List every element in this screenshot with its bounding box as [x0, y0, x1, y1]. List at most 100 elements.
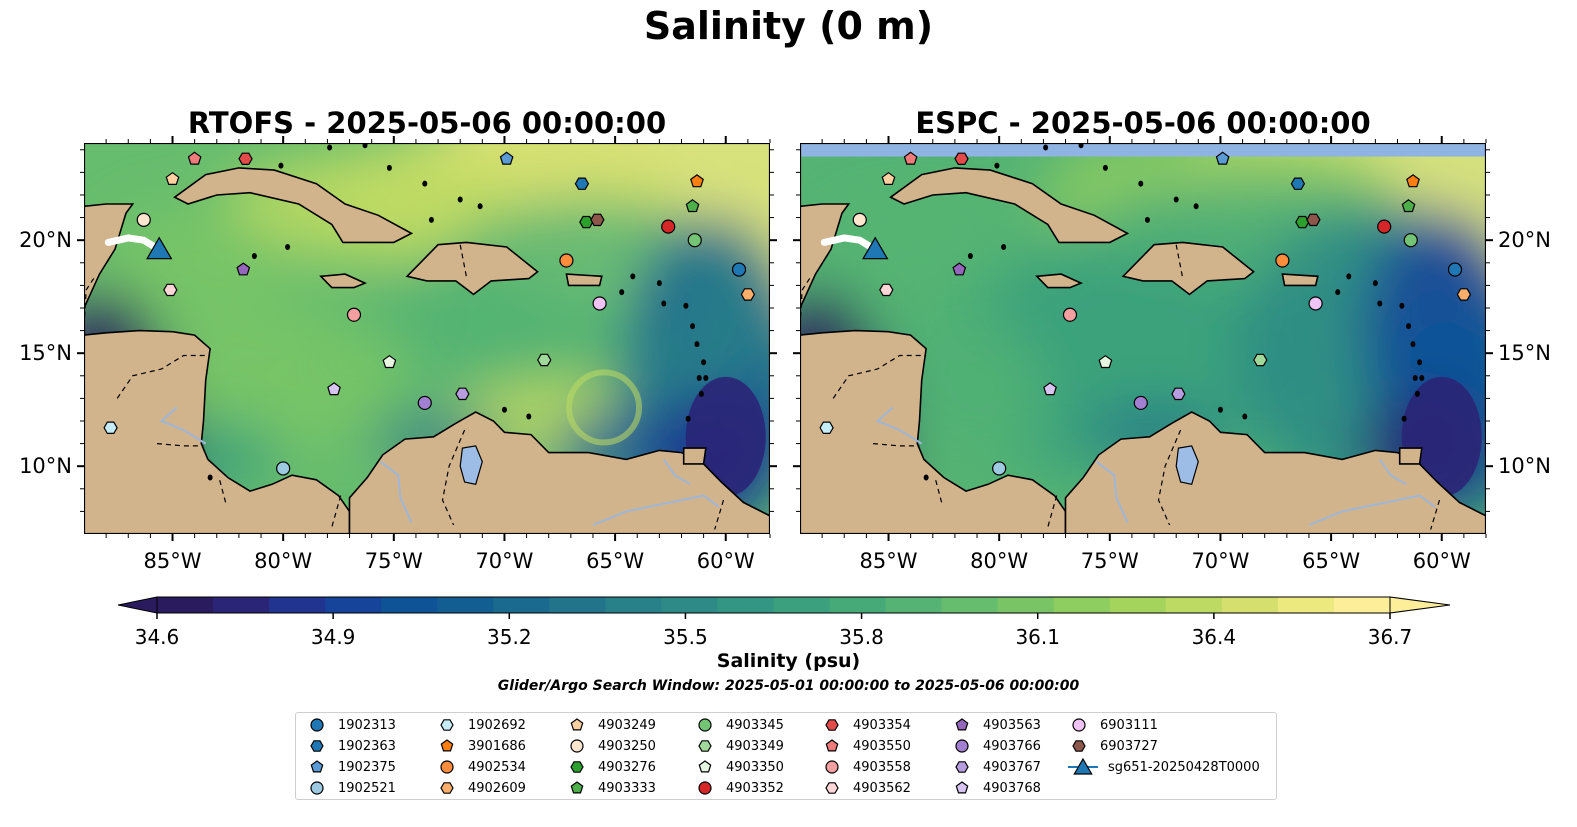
small-island [619, 289, 625, 296]
legend-circle-icon [570, 739, 584, 753]
colorbar-segment [661, 597, 719, 613]
country-border [459, 244, 468, 279]
legend-circle-icon [440, 760, 454, 774]
legend-marker-icon [1068, 757, 1098, 775]
colorbar-segment [437, 597, 494, 613]
float-marker-4903562 [163, 283, 178, 297]
small-island [1399, 302, 1405, 309]
colorbar-segment [885, 597, 943, 613]
small-island [457, 196, 463, 203]
float-marker-4903345 [1403, 233, 1418, 248]
legend-label: 4903250 [598, 738, 656, 754]
small-island [923, 474, 929, 481]
legend-label: 6903111 [1100, 717, 1158, 733]
glider-track [820, 234, 875, 251]
small-island [1412, 375, 1418, 382]
country-border [156, 443, 204, 447]
colorbar-segment [381, 597, 438, 613]
small-island [967, 253, 973, 260]
float-marker-4903250 [136, 212, 151, 227]
glider-track [104, 234, 159, 251]
legend-item: 4903767 [951, 757, 1041, 777]
float-marker-4903558 [346, 307, 362, 322]
x-tick-label: 75°W [365, 549, 423, 573]
legend-label: 3901686 [468, 738, 526, 754]
float-legend: 1902313 1902363 1902375 1902521 1902692 39016… [295, 712, 1277, 800]
float-marker-4902534 [559, 253, 574, 268]
country-border [872, 443, 920, 447]
legend-marker-icon [825, 719, 839, 731]
colorbar-segment [549, 597, 606, 613]
land-centralAmerica [84, 203, 135, 309]
legend-item: 1902313 [306, 715, 396, 735]
x-tick-label: 80°W [970, 549, 1028, 573]
legend-item: 4903352 [694, 778, 784, 798]
small-island [994, 162, 1000, 169]
float-marker-4903250 [852, 212, 867, 227]
legend-circle-icon [310, 781, 324, 795]
legend-marker-icon [825, 760, 839, 774]
float-marker-1902692 [819, 421, 834, 434]
float-marker-4903350 [382, 354, 397, 369]
float-marker-1902313 [1447, 262, 1463, 277]
country-border [1157, 429, 1182, 526]
float-marker-3901686 [690, 174, 704, 188]
panel-title-espc: ESPC - 2025-05-06 00:00:00 [915, 106, 1371, 140]
x-tick-label: 85°W [860, 549, 918, 573]
legend-label: 4903550 [853, 738, 911, 754]
legend-label: 4903345 [726, 717, 784, 733]
country-border [116, 354, 211, 399]
legend-label: 1902363 [338, 738, 396, 754]
float-marker-4903768 [1043, 382, 1057, 396]
colorbar-segment [1165, 597, 1223, 613]
legend-label: 4903249 [598, 717, 656, 733]
float-marker-4902609 [740, 288, 756, 301]
river [159, 406, 207, 445]
small-island [685, 415, 691, 422]
float-marker-4903354 [238, 152, 253, 165]
legend-marker-icon [440, 760, 454, 774]
lake-maracaibo [459, 445, 483, 485]
legend-marker-icon [310, 718, 324, 732]
float-marker-4903558 [1062, 307, 1078, 322]
legend-hexagon-icon [825, 719, 839, 731]
river [1308, 494, 1436, 526]
float-marker-1902375 [1215, 151, 1230, 165]
legend-label: 4903767 [983, 759, 1041, 775]
glider-marker [146, 236, 173, 260]
panel-frame [84, 143, 770, 534]
small-island [251, 253, 257, 260]
colorbar-segment [773, 597, 831, 613]
colorbar-tick-label: 34.6 [135, 625, 180, 649]
colorbar-segment [829, 597, 887, 613]
legend-item: 1902363 [306, 736, 396, 756]
x-tick-label: 60°W [697, 549, 755, 573]
legend-item: sg651-20250428T0000 [1068, 757, 1260, 777]
colorbar-segment [941, 597, 999, 613]
land-trinidad [682, 447, 707, 465]
colorbar-tick-label: 36.1 [1015, 625, 1060, 649]
colorbar-segment [605, 597, 663, 613]
float-marker-4903354 [954, 152, 969, 165]
legend-marker-icon [310, 760, 324, 773]
x-tick-label: 60°W [1413, 549, 1471, 573]
colorbar-segment [717, 597, 775, 613]
small-island [327, 144, 333, 151]
legend-item: 6903111 [1068, 715, 1158, 735]
colorbar-tick-label: 36.4 [1192, 625, 1237, 649]
land-jamaica [319, 273, 368, 289]
map-panel-espc [800, 143, 1486, 534]
colorbar-segment [1277, 597, 1335, 613]
legend-marker-icon [955, 781, 969, 794]
float-marker-6903727 [590, 213, 605, 227]
legend-label: 4903562 [853, 780, 911, 796]
small-island [694, 341, 700, 348]
legend-marker-icon [570, 718, 584, 731]
legend-glider-icon [1073, 757, 1093, 775]
small-island [1410, 341, 1416, 348]
legend-label: sg651-20250428T0000 [1108, 759, 1260, 775]
small-island [656, 280, 662, 287]
legend-pentagon-icon [698, 760, 712, 773]
country-border [934, 477, 943, 503]
small-island [386, 164, 392, 171]
